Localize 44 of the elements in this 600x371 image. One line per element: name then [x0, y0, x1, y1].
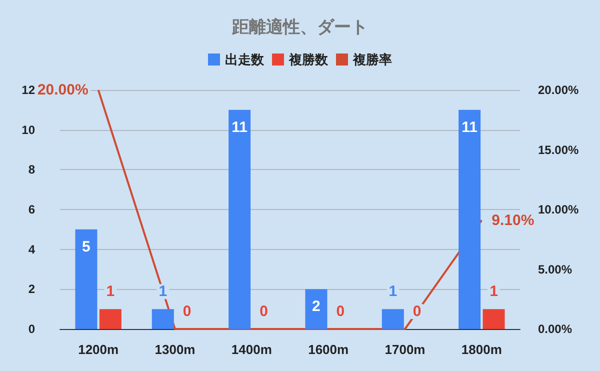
bar [482, 309, 505, 329]
bar [382, 309, 404, 329]
legend-label: 出走数 [225, 52, 265, 67]
x-tick-label: 1800m [461, 342, 502, 357]
data-label: 2 [312, 298, 320, 316]
data-label: 5 [82, 238, 90, 256]
bar [152, 309, 174, 329]
y2-tick-label: 20.00% [538, 83, 580, 97]
data-label: 0 [336, 303, 345, 320]
y-tick-label: 8 [28, 162, 36, 177]
chart-title: 距離適性、ダート [231, 18, 368, 38]
legend-label: 複勝率 [352, 52, 392, 67]
bar [305, 289, 328, 329]
data-label: 0 [182, 303, 192, 320]
y-tick-label: 4 [28, 242, 36, 256]
y2-tick-label: 10.00% [538, 202, 580, 216]
x-tick-label: 1700m [384, 342, 426, 357]
data-label: 20.00% [37, 82, 88, 98]
x-tick-label: 1200m [78, 342, 119, 357]
y-tick-label: 0 [28, 322, 36, 336]
data-label: 11 [232, 118, 248, 136]
bar [458, 110, 481, 329]
y-tick-label: 10 [22, 122, 36, 137]
y-tick-label: 2 [28, 282, 36, 296]
y-tick-label: 6 [28, 202, 36, 216]
y2-tick-label: 15.00% [538, 142, 580, 157]
data-label: 1 [158, 283, 168, 300]
y2-tick-label: 0.00% [538, 322, 572, 336]
data-label: 1 [490, 283, 498, 300]
bar [99, 309, 122, 329]
legend-label: 複勝数 [288, 52, 329, 67]
x-tick-label: 1300m [154, 342, 196, 357]
x-tick-label: 1400m [231, 342, 272, 357]
bar [75, 229, 98, 329]
data-label: 0 [260, 303, 268, 320]
data-label: 11 [462, 118, 478, 136]
y2-tick-label: 5.00% [538, 262, 572, 276]
data-label: 9.10% [492, 212, 534, 229]
data-label: 1 [388, 283, 398, 300]
data-label: 0 [412, 303, 422, 320]
bar [228, 110, 251, 329]
x-tick-label: 1600m [308, 342, 349, 357]
y-tick-label: 12 [22, 83, 36, 97]
data-label: 1 [106, 283, 115, 300]
